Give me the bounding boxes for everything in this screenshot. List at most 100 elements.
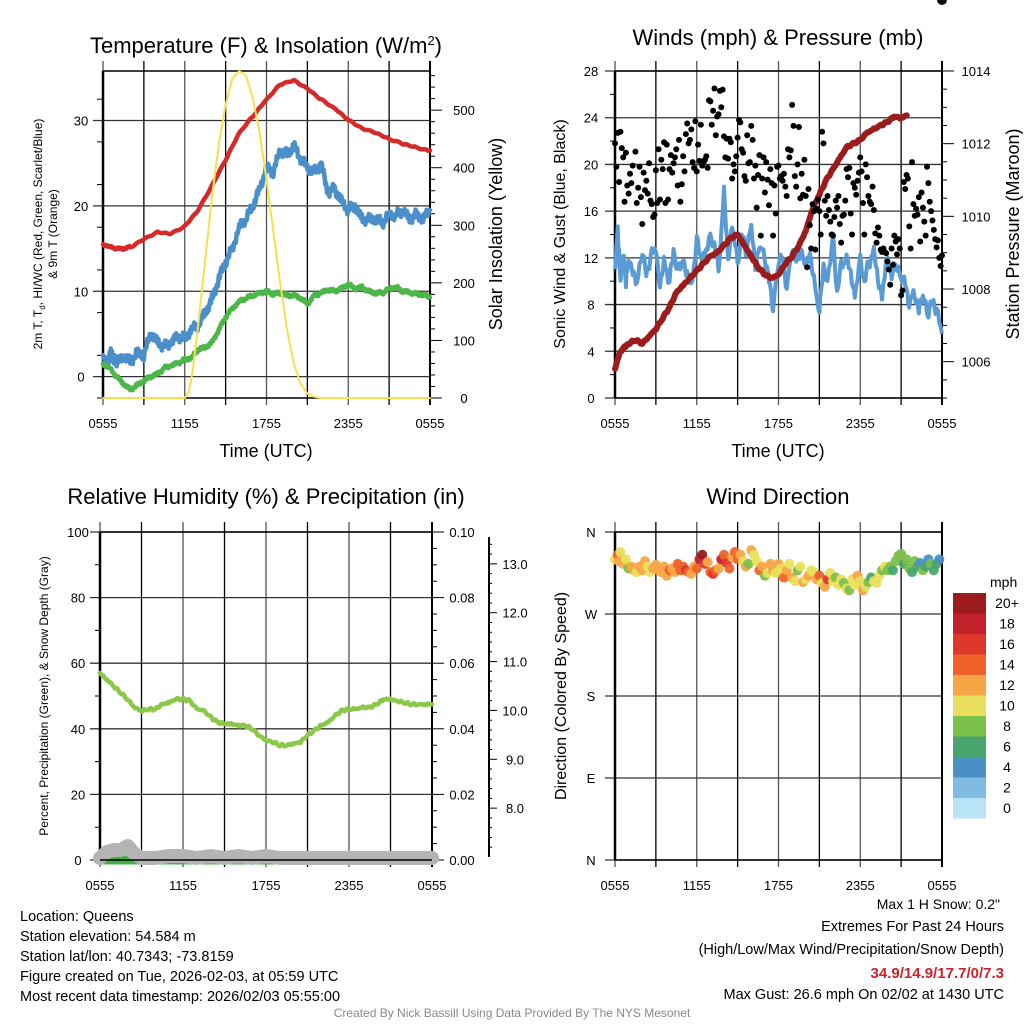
gust-point bbox=[933, 244, 940, 251]
gust-point bbox=[684, 120, 691, 127]
gust-point bbox=[761, 189, 768, 196]
wind-direction-point bbox=[620, 554, 631, 565]
gust-point bbox=[924, 163, 931, 170]
y2-tick-label: 1006 bbox=[962, 355, 991, 370]
gust-point bbox=[805, 185, 812, 192]
gust-point bbox=[648, 201, 655, 208]
gust-point bbox=[659, 166, 666, 173]
gust-point bbox=[771, 182, 778, 189]
x-tick-label: 2355 bbox=[846, 416, 875, 431]
gust-point bbox=[884, 258, 891, 265]
gust-point bbox=[621, 198, 628, 205]
gust-point bbox=[854, 177, 861, 184]
gust-point bbox=[930, 226, 937, 233]
y-tick-label: 8 bbox=[587, 298, 594, 313]
gust-point bbox=[689, 159, 696, 166]
gust-point bbox=[737, 119, 744, 126]
gust-point bbox=[725, 155, 732, 162]
y2-tick-label: 0.10 bbox=[449, 525, 474, 540]
gust-point bbox=[633, 199, 640, 206]
y2-tick-label: 0.02 bbox=[449, 787, 474, 802]
direction-tick-label: N bbox=[586, 853, 595, 868]
series-line-wind-chill bbox=[100, 140, 433, 369]
x-tick-label: 0555 bbox=[418, 878, 447, 893]
temperature-ylabel: 2m T, Td, HI/WC (Red, Green, Scarlet/Blu… bbox=[31, 119, 47, 350]
credit-line: Created By Nick Bassill Using Data Provi… bbox=[333, 1006, 691, 1020]
wind-direction-point bbox=[713, 563, 724, 574]
y2-tick-label: 1014 bbox=[962, 64, 991, 79]
gust-point bbox=[889, 261, 896, 268]
y2-tick-label: 1012 bbox=[962, 137, 991, 152]
legend-label: 16 bbox=[999, 636, 1015, 652]
legend-label: 18 bbox=[999, 616, 1015, 632]
gust-point bbox=[883, 250, 890, 257]
gust-point bbox=[636, 163, 643, 170]
gust-point bbox=[902, 185, 909, 192]
gust-point bbox=[695, 141, 702, 148]
gust-point bbox=[888, 245, 895, 252]
gust-point bbox=[693, 168, 700, 175]
y-tick-label: 60 bbox=[71, 656, 85, 671]
y2-tick-label: 400 bbox=[453, 161, 475, 176]
y-tick-label: 16 bbox=[584, 204, 598, 219]
gust-point bbox=[730, 161, 737, 168]
gust-point bbox=[712, 132, 719, 139]
x-tick-label: 0555 bbox=[601, 416, 630, 431]
y3-tick-label: 12.0 bbox=[502, 606, 527, 621]
humidity-precip-panel: Relative Humidity (%) & Precipitation (i… bbox=[37, 484, 528, 893]
wind-direction-point bbox=[887, 565, 898, 576]
y-tick-label: 30 bbox=[74, 114, 88, 129]
gust-point bbox=[680, 153, 687, 160]
gust-point bbox=[789, 101, 796, 108]
gust-point bbox=[914, 211, 921, 218]
gust-point bbox=[741, 173, 748, 180]
gust-point bbox=[671, 154, 678, 161]
gust-point bbox=[780, 170, 787, 177]
gust-point bbox=[858, 168, 865, 175]
legend-swatch bbox=[953, 695, 986, 716]
gust-point bbox=[620, 154, 627, 161]
insolation-y2label: Solar Insolation (Yellow) bbox=[486, 138, 506, 330]
gust-point bbox=[791, 173, 798, 180]
gust-point bbox=[846, 164, 853, 171]
wind-direction-point bbox=[784, 558, 795, 569]
legend-label: 8 bbox=[1003, 718, 1011, 734]
x-tick-label: 1755 bbox=[764, 416, 793, 431]
legend-label: 2 bbox=[1003, 780, 1011, 796]
gust-point bbox=[703, 153, 710, 160]
gust-point bbox=[929, 217, 936, 224]
gust-point bbox=[857, 154, 864, 161]
y-tick-label: 20 bbox=[71, 787, 85, 802]
gust-point bbox=[669, 169, 676, 176]
gust-point bbox=[670, 160, 677, 167]
wind-direction-point bbox=[724, 563, 735, 574]
gust-point bbox=[921, 218, 928, 225]
legend-label: 4 bbox=[1003, 759, 1011, 775]
gust-point bbox=[812, 246, 819, 253]
gust-point bbox=[919, 204, 926, 211]
gust-point bbox=[830, 232, 836, 239]
gust-point bbox=[798, 170, 805, 177]
temperature-ylabel-line2: & 9m T (Orange) bbox=[46, 189, 60, 279]
gust-point bbox=[895, 236, 902, 243]
gust-point bbox=[793, 183, 800, 190]
wind-direction-point bbox=[934, 554, 945, 565]
legend-swatch bbox=[953, 654, 986, 675]
gust-point bbox=[864, 174, 871, 181]
gust-point bbox=[874, 224, 881, 231]
gust-point bbox=[740, 149, 747, 156]
max-snow-note: Max 1 H Snow: 0.2" bbox=[876, 896, 1000, 912]
gust-point bbox=[746, 159, 753, 166]
gust-point bbox=[637, 194, 644, 201]
gust-point bbox=[676, 136, 683, 143]
temperature-chart-title: Temperature (F) & Insolation (W/m2) bbox=[90, 33, 442, 58]
gust-point bbox=[753, 204, 760, 211]
gust-point bbox=[782, 183, 789, 190]
gust-point bbox=[707, 98, 714, 105]
gust-point bbox=[915, 194, 922, 201]
legend-swatch bbox=[953, 613, 986, 634]
y2-tick-label: 1010 bbox=[962, 209, 991, 224]
gust-point bbox=[744, 132, 751, 139]
gust-point bbox=[734, 134, 741, 141]
